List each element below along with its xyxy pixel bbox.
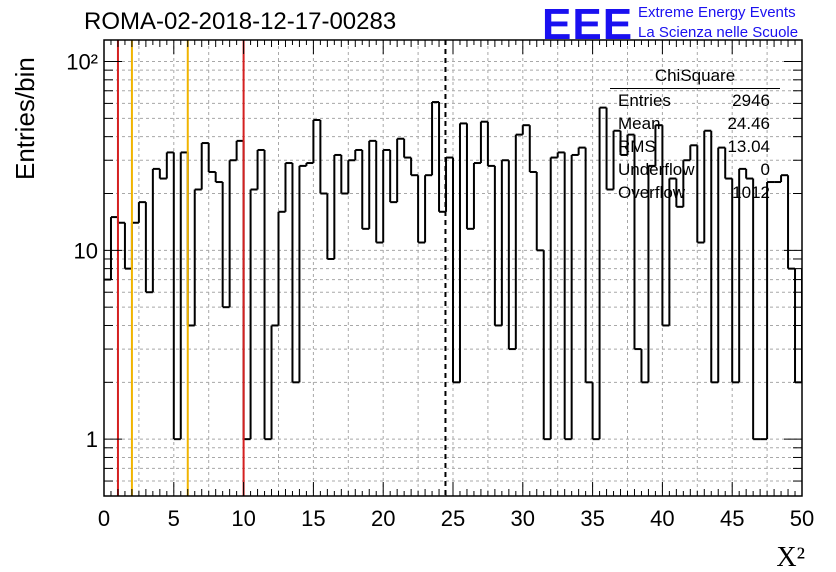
x-tick-label: 10 bbox=[231, 506, 255, 531]
stats-value: 24.46 bbox=[727, 114, 770, 133]
x-tick-label: 20 bbox=[371, 506, 395, 531]
x-tick-label: 5 bbox=[168, 506, 180, 531]
stats-label: Mean bbox=[618, 114, 661, 133]
stats-label: Underflow bbox=[618, 160, 695, 179]
marker-lines bbox=[116, 40, 447, 496]
stats-label: RMS bbox=[618, 137, 656, 156]
stats-box: ChiSquare Entries 2946 Mean 24.46 RMS 13… bbox=[610, 66, 780, 204]
stats-value: 13.04 bbox=[727, 137, 770, 156]
logo-line-2: La Scienza nelle Scuole bbox=[638, 24, 799, 41]
stats-row-overflow: Overflow 1012 bbox=[612, 181, 780, 204]
stats-row-entries: Entries 2946 bbox=[612, 89, 780, 112]
stats-value: 1012 bbox=[732, 183, 770, 202]
x-axis-label: X² bbox=[776, 542, 805, 572]
stats-label: Overflow bbox=[618, 183, 686, 202]
stats-row-rms: RMS 13.04 bbox=[612, 135, 780, 158]
stats-row-mean: Mean 24.46 bbox=[612, 112, 780, 135]
stats-value: 0 bbox=[760, 160, 770, 179]
run-title: ROMA-02-2018-12-17-00283 bbox=[84, 8, 397, 35]
y-tick-label: 10² bbox=[66, 50, 98, 75]
stats-label: Entries bbox=[618, 91, 671, 110]
x-tick-label: 40 bbox=[650, 506, 674, 531]
x-tick-label: 25 bbox=[441, 506, 465, 531]
eee-logo-mark: EEE bbox=[542, 0, 634, 49]
x-tick-label: 45 bbox=[720, 506, 744, 531]
logo-line-1: Extreme Energy Events bbox=[638, 4, 796, 21]
stats-value: 2946 bbox=[732, 91, 770, 110]
eee-logo: EEE Extreme Energy Events La Scienza nel… bbox=[542, 0, 834, 49]
stats-title: ChiSquare bbox=[610, 66, 780, 89]
y-axis-label: Entries/bin bbox=[10, 57, 40, 180]
x-tick-label: 15 bbox=[301, 506, 325, 531]
histogram-series bbox=[104, 101, 802, 441]
axis-ticks: 0 5 10 15 20 25 30 35 40 45 50 1 10 10² bbox=[66, 40, 814, 531]
y-tick-label: 1 bbox=[86, 427, 98, 452]
x-tick-label: 50 bbox=[790, 506, 814, 531]
x-tick-label: 30 bbox=[511, 506, 535, 531]
x-tick-label: 0 bbox=[98, 506, 110, 531]
x-tick-label: 35 bbox=[580, 506, 604, 531]
stats-row-underflow: Underflow 0 bbox=[612, 158, 780, 181]
y-tick-label: 10 bbox=[74, 238, 98, 263]
